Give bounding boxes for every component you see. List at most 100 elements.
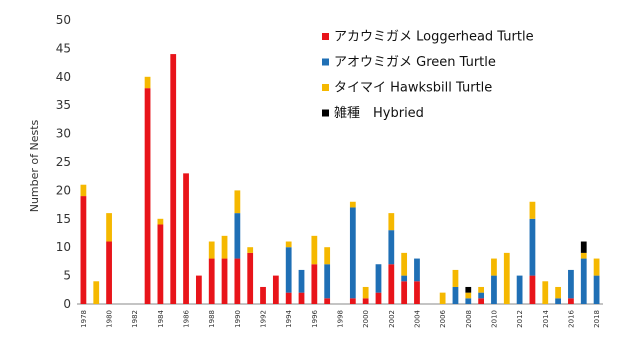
- x-axis: 1978 1980 1982 1984 1986 1988 1990 1992 1994 1996…: [80, 309, 601, 327]
- bar-segment-2: [388, 213, 395, 231]
- bar-segment-0: [401, 281, 408, 304]
- bar-segment-1: [465, 298, 472, 304]
- legend-label-3: 雑種 Hybried: [334, 105, 424, 121]
- bar-segment-0: [80, 196, 87, 304]
- bar-segment-1: [388, 230, 395, 265]
- bar-segment-2: [503, 252, 510, 304]
- legend-swatch-1: [322, 58, 329, 66]
- bar-segment-2: [542, 281, 549, 304]
- bar-stack-2002: [388, 213, 395, 304]
- bar-stack-2004: [414, 258, 420, 304]
- bar-stack-1983: [144, 76, 151, 304]
- bar-stack-1990: [234, 190, 241, 304]
- x-tick-label: 1990: [234, 310, 242, 328]
- bar-segment-1: [580, 258, 587, 304]
- bar-segment-2: [93, 281, 100, 304]
- x-tick-label: 1984: [157, 309, 165, 327]
- bar-stack-1987: [195, 275, 202, 304]
- y-tick-label: 25: [56, 155, 71, 169]
- bar-segment-0: [144, 88, 151, 304]
- bar-segment-0: [298, 292, 305, 304]
- bar-segment-0: [414, 281, 420, 304]
- y-tick-label: 0: [63, 297, 71, 311]
- bar-segment-2: [208, 241, 215, 259]
- bar-segment-2: [349, 201, 356, 208]
- bar-stack-2015: [555, 286, 561, 304]
- legend-label-1: アオウミガメ Green Turtle: [334, 55, 496, 70]
- y-tick-label: 30: [56, 127, 71, 141]
- legend-swatch-0: [322, 33, 329, 40]
- bar-stack-2001: [375, 264, 382, 304]
- bar-segment-0: [234, 258, 241, 304]
- bar-stack-1980: [106, 213, 112, 304]
- x-tick-label: 1992: [260, 310, 268, 328]
- bar-segment-0: [285, 292, 292, 304]
- bar-segment-2: [362, 286, 369, 299]
- bar-segment-1: [298, 269, 305, 293]
- bar-segment-0: [375, 292, 382, 304]
- bar-segment-0: [208, 258, 215, 304]
- bar-segment-0: [157, 224, 164, 304]
- bar-stack-2014: [542, 281, 549, 304]
- bar-segment-2: [465, 292, 472, 299]
- bar-stack-1984: [157, 218, 164, 304]
- bar-segment-0: [247, 252, 254, 304]
- y-tick-label: 5: [63, 269, 71, 283]
- bar-stack-2009: [478, 286, 485, 304]
- x-tick-label: 2000: [362, 310, 370, 328]
- bar-segment-2: [555, 286, 561, 299]
- bar-segment-2: [478, 286, 485, 293]
- x-tick-label: 1996: [311, 309, 319, 327]
- bar-segment-1: [324, 264, 331, 299]
- bar-segment-1: [401, 275, 408, 282]
- bar-segment-1: [452, 286, 459, 304]
- bar-stack-2003: [401, 252, 408, 304]
- bar-segment-2: [247, 247, 254, 253]
- bar-segment-0: [388, 264, 395, 304]
- bar-segment-2: [401, 252, 408, 276]
- bar-segment-1: [593, 275, 600, 304]
- bar-stack-1978: [80, 184, 87, 304]
- bar-stack-1991: [247, 247, 254, 304]
- legend-label-2: タイマイ Hawksbill Turtle: [334, 81, 492, 96]
- y-axis: 0 5 10 15 20 25 30 35 40 45 50: [56, 13, 603, 311]
- bar-segment-2: [452, 269, 459, 287]
- bar-stack-2007: [452, 269, 459, 304]
- bar-segment-2: [157, 218, 164, 225]
- bar-segment-2: [80, 184, 87, 197]
- bar-stack-2017: [580, 241, 587, 304]
- y-tick-label: 10: [56, 240, 71, 254]
- bar-segment-1: [516, 275, 523, 304]
- legend-swatch-2: [322, 84, 329, 91]
- x-tick-label: 2004: [413, 309, 421, 327]
- bar-stack-1985: [170, 54, 177, 304]
- legend-swatch-3: [322, 109, 329, 117]
- bar-segment-0: [478, 298, 485, 304]
- bar-stacks: [80, 54, 600, 304]
- bar-stack-2012: [516, 275, 523, 304]
- bar-stack-2018: [593, 258, 600, 304]
- y-tick-label: 50: [56, 13, 71, 27]
- bar-segment-2: [311, 235, 318, 265]
- bar-segment-2: [593, 258, 600, 276]
- bar-stack-1999: [349, 201, 356, 304]
- bar-segment-2: [529, 201, 536, 219]
- legend-label-0: アカウミガメ Loggerhead Turtle: [334, 30, 534, 45]
- bar-segment-2: [221, 235, 228, 259]
- bar-segment-0: [260, 286, 266, 304]
- y-tick-label: 15: [56, 212, 71, 226]
- bar-segment-2: [324, 247, 331, 265]
- bar-segment-2: [106, 213, 112, 242]
- bar-segment-0: [106, 241, 112, 304]
- bar-segment-2: [491, 258, 497, 276]
- x-tick-label: 1982: [131, 310, 139, 328]
- bar-stack-1993: [272, 275, 279, 304]
- x-tick-label: 2010: [490, 310, 498, 328]
- x-tick-label: 2016: [567, 309, 575, 327]
- x-tick-label: 1986: [183, 309, 191, 327]
- bar-segment-2: [234, 190, 241, 214]
- bar-segment-2: [439, 292, 446, 304]
- bar-segment-0: [529, 275, 536, 304]
- bar-segment-1: [414, 258, 420, 282]
